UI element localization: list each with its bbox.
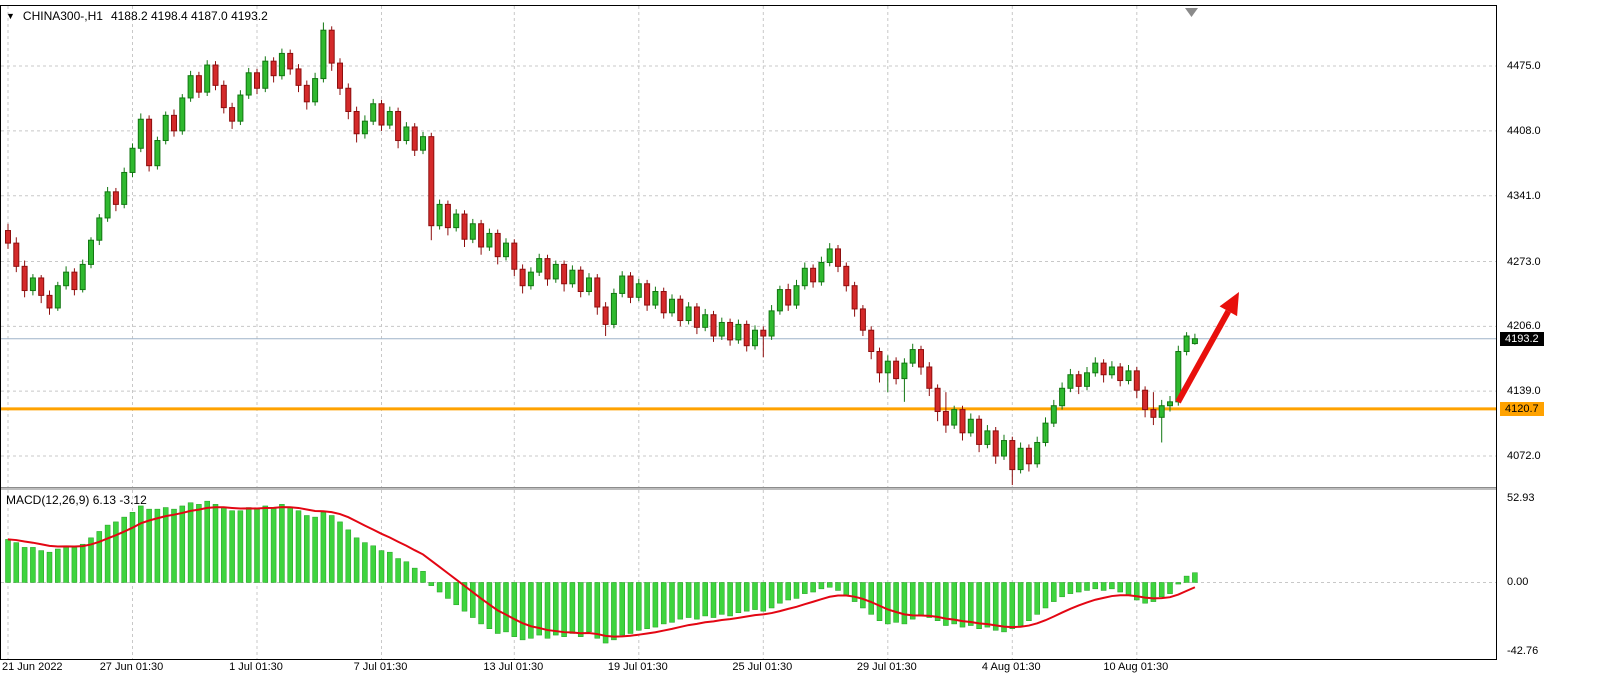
time-axis-label: 27 Jun 01:30 <box>99 661 164 673</box>
chart-plot-area[interactable]: ▼ CHINA300-,H1 4188.2 4198.4 4187.0 4193… <box>0 5 1497 660</box>
symbol-title: CHINA300-,H1 <box>22 9 103 23</box>
price-axis[interactable]: 4475.0 4408.0 4341.0 4273.0 4206.0 4139.0 4072… <box>1498 0 1597 675</box>
time-axis-label: 13 Jul 01:30 <box>483 661 544 673</box>
pane-separator[interactable] <box>1 487 1496 490</box>
support-price-badge: 4120.7 <box>1500 401 1544 416</box>
ohlc-values: 4188.2 4198.4 4187.0 4193.2 <box>110 9 268 23</box>
time-axis-label: 10 Aug 01:30 <box>1103 661 1169 673</box>
price-axis-label: 4139.0 <box>1507 385 1541 398</box>
macd-axis-label: -42.76 <box>1507 644 1539 657</box>
candlesticks <box>5 22 1198 486</box>
candlestick-chart <box>1 6 1496 487</box>
macd-signal-line <box>7 506 1196 638</box>
time-axis-label: 29 Jul 01:30 <box>856 661 917 673</box>
macd-axis-label: 52.93 <box>1507 492 1535 505</box>
time-axis-label: 1 Jul 01:30 <box>229 661 283 673</box>
symbol-menu-icon[interactable]: ▼ <box>6 11 15 21</box>
price-axis-label: 4341.0 <box>1507 189 1541 202</box>
macd-histogram <box>5 500 1198 644</box>
time-axis-label: 21 Jun 2022 <box>2 661 63 673</box>
macd-pane[interactable]: MACD(12,26,9) 6.13 -3.12 <box>1 490 1496 659</box>
price-axis-label: 4408.0 <box>1507 124 1541 137</box>
time-axis-label: 4 Aug 01:30 <box>981 661 1041 673</box>
chart-header: ▼ CHINA300-,H1 4188.2 4198.4 4187.0 4193… <box>6 9 268 23</box>
time-axis-label: 19 Jul 01:30 <box>607 661 668 673</box>
chart-shift-marker-icon <box>1185 8 1198 17</box>
macd-axis-label: 0.00 <box>1507 576 1529 589</box>
time-axis-label: 7 Jul 01:30 <box>353 661 408 673</box>
price-axis-label: 4273.0 <box>1507 255 1541 268</box>
price-axis-label: 4206.0 <box>1507 320 1541 333</box>
time-axis[interactable]: 21 Jun 2022 27 Jun 01:30 1 Jul 01:30 7 Jul … <box>0 661 1497 675</box>
red-up-arrow <box>1175 292 1239 404</box>
level-lines <box>1 338 1496 411</box>
macd-indicator-label: MACD(12,26,9) 6.13 -3.12 <box>6 493 147 507</box>
current-price-badge: 4193.2 <box>1500 331 1544 346</box>
price-axis-label: 4475.0 <box>1507 60 1541 72</box>
price-axis-label: 4072.0 <box>1507 450 1541 463</box>
main-gridlines <box>1 6 1496 487</box>
main-price-pane[interactable]: ▼ CHINA300-,H1 4188.2 4198.4 4187.0 4193… <box>1 6 1496 487</box>
macd-chart <box>1 490 1496 659</box>
time-axis-label: 25 Jul 01:30 <box>732 661 793 673</box>
